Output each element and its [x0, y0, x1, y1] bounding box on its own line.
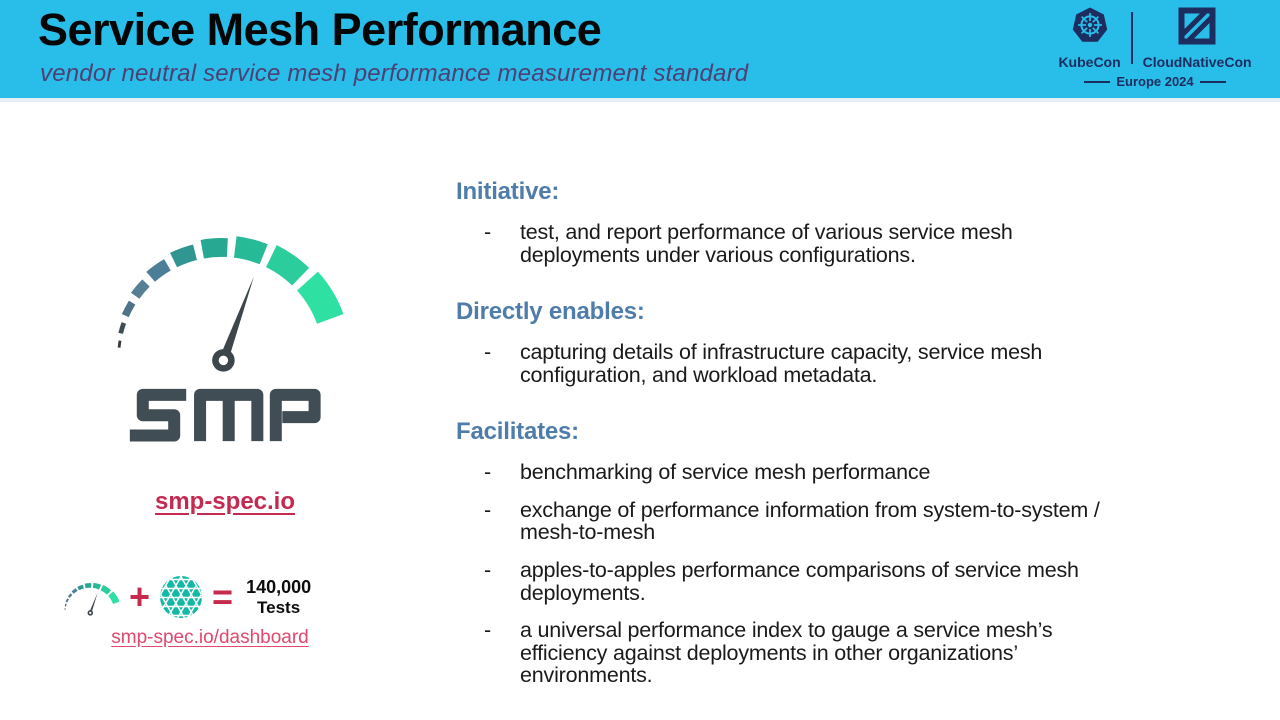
- bullet-text: a universal performance index to gauge a…: [520, 618, 1053, 688]
- section-heading: Initiative:: [456, 178, 560, 205]
- cloudnativecon-logo: CloudNativeCon: [1143, 6, 1252, 70]
- meshery-sphere-icon: [159, 575, 203, 619]
- bullet-marker: -: [484, 618, 492, 643]
- section-heading: Directly enables:: [456, 298, 645, 326]
- cloudnativecon-label: CloudNativeCon: [1142, 54, 1252, 70]
- slide-body: Initiative: - test, and report performan…: [456, 178, 1132, 687]
- section-directly-enables: Directly enables: - capturing details of…: [456, 298, 1132, 386]
- edition-label: Europe 2024: [1116, 74, 1194, 89]
- bullet-marker: -: [484, 220, 492, 244]
- edition-line-left: [1084, 80, 1111, 83]
- smp-dashboard-link[interactable]: smp-spec.io/dashboard: [111, 627, 309, 648]
- bullet-item: - capturing details of infrastructure ca…: [456, 341, 1132, 386]
- smp-spec-link[interactable]: smp-spec.io: [154, 488, 296, 515]
- logo-divider: [1130, 12, 1133, 64]
- event-edition: Europe 2024: [1052, 74, 1258, 89]
- kubernetes-helm-icon: [1069, 6, 1111, 51]
- bullet-marker: -: [484, 460, 492, 485]
- kubecon-label: KubeCon: [1058, 54, 1121, 70]
- bullet-item: - benchmarking of service mesh performan…: [456, 461, 1132, 484]
- smp-wordmark: [129, 388, 321, 442]
- bullet-text: benchmarking of service mesh performance: [520, 460, 931, 485]
- bullet-item: - test, and report performance of variou…: [456, 221, 1132, 266]
- page-subtitle: vendor neutral service mesh performance …: [40, 60, 749, 87]
- section-initiative: Initiative: - test, and report performan…: [456, 178, 1132, 266]
- bullet-marker: -: [484, 557, 492, 582]
- page-title: Service Mesh Performance: [38, 4, 602, 55]
- bullet-text: apples-to-apples performance comparisons…: [520, 557, 1079, 605]
- event-logo-block: KubeCon CloudNativeCon: [1052, 6, 1258, 94]
- tests-count-value: 140,000: [246, 576, 312, 597]
- section-heading: Facilitates:: [456, 418, 579, 446]
- bullet-item: - a universal performance index to gauge…: [456, 619, 1132, 687]
- equals-icon: =: [212, 576, 234, 617]
- tests-count: 140,000 Tests: [246, 577, 311, 617]
- tests-equation: + = 140,000 Tests: [56, 568, 356, 626]
- bullet-marker: -: [484, 497, 492, 522]
- bullet-text: test, and report performance of various …: [520, 220, 1013, 267]
- edition-line-right: [1199, 80, 1226, 83]
- section-facilitates: Facilitates: - benchmarking of service m…: [456, 418, 1132, 687]
- header-divider: [0, 98, 1280, 102]
- bullet-text: capturing details of infrastructure capa…: [520, 340, 1043, 387]
- smp-speedometer-logo-icon: [82, 208, 346, 382]
- tests-count-unit: Tests: [257, 597, 301, 617]
- bullet-item: - apples-to-apples performance compariso…: [456, 559, 1132, 604]
- bullet-item: - exchange of performance information fr…: [456, 497, 1132, 545]
- bullet-marker: -: [484, 340, 492, 365]
- kubecon-logo: KubeCon: [1058, 6, 1121, 70]
- slide-header: Service Mesh Performance vendor neutral …: [0, 0, 1280, 98]
- cncf-cube-icon: [1177, 6, 1217, 51]
- bullet-text: exchange of performance information from…: [520, 497, 1100, 545]
- plus-icon: +: [129, 576, 151, 617]
- gauge-icon: [56, 575, 120, 619]
